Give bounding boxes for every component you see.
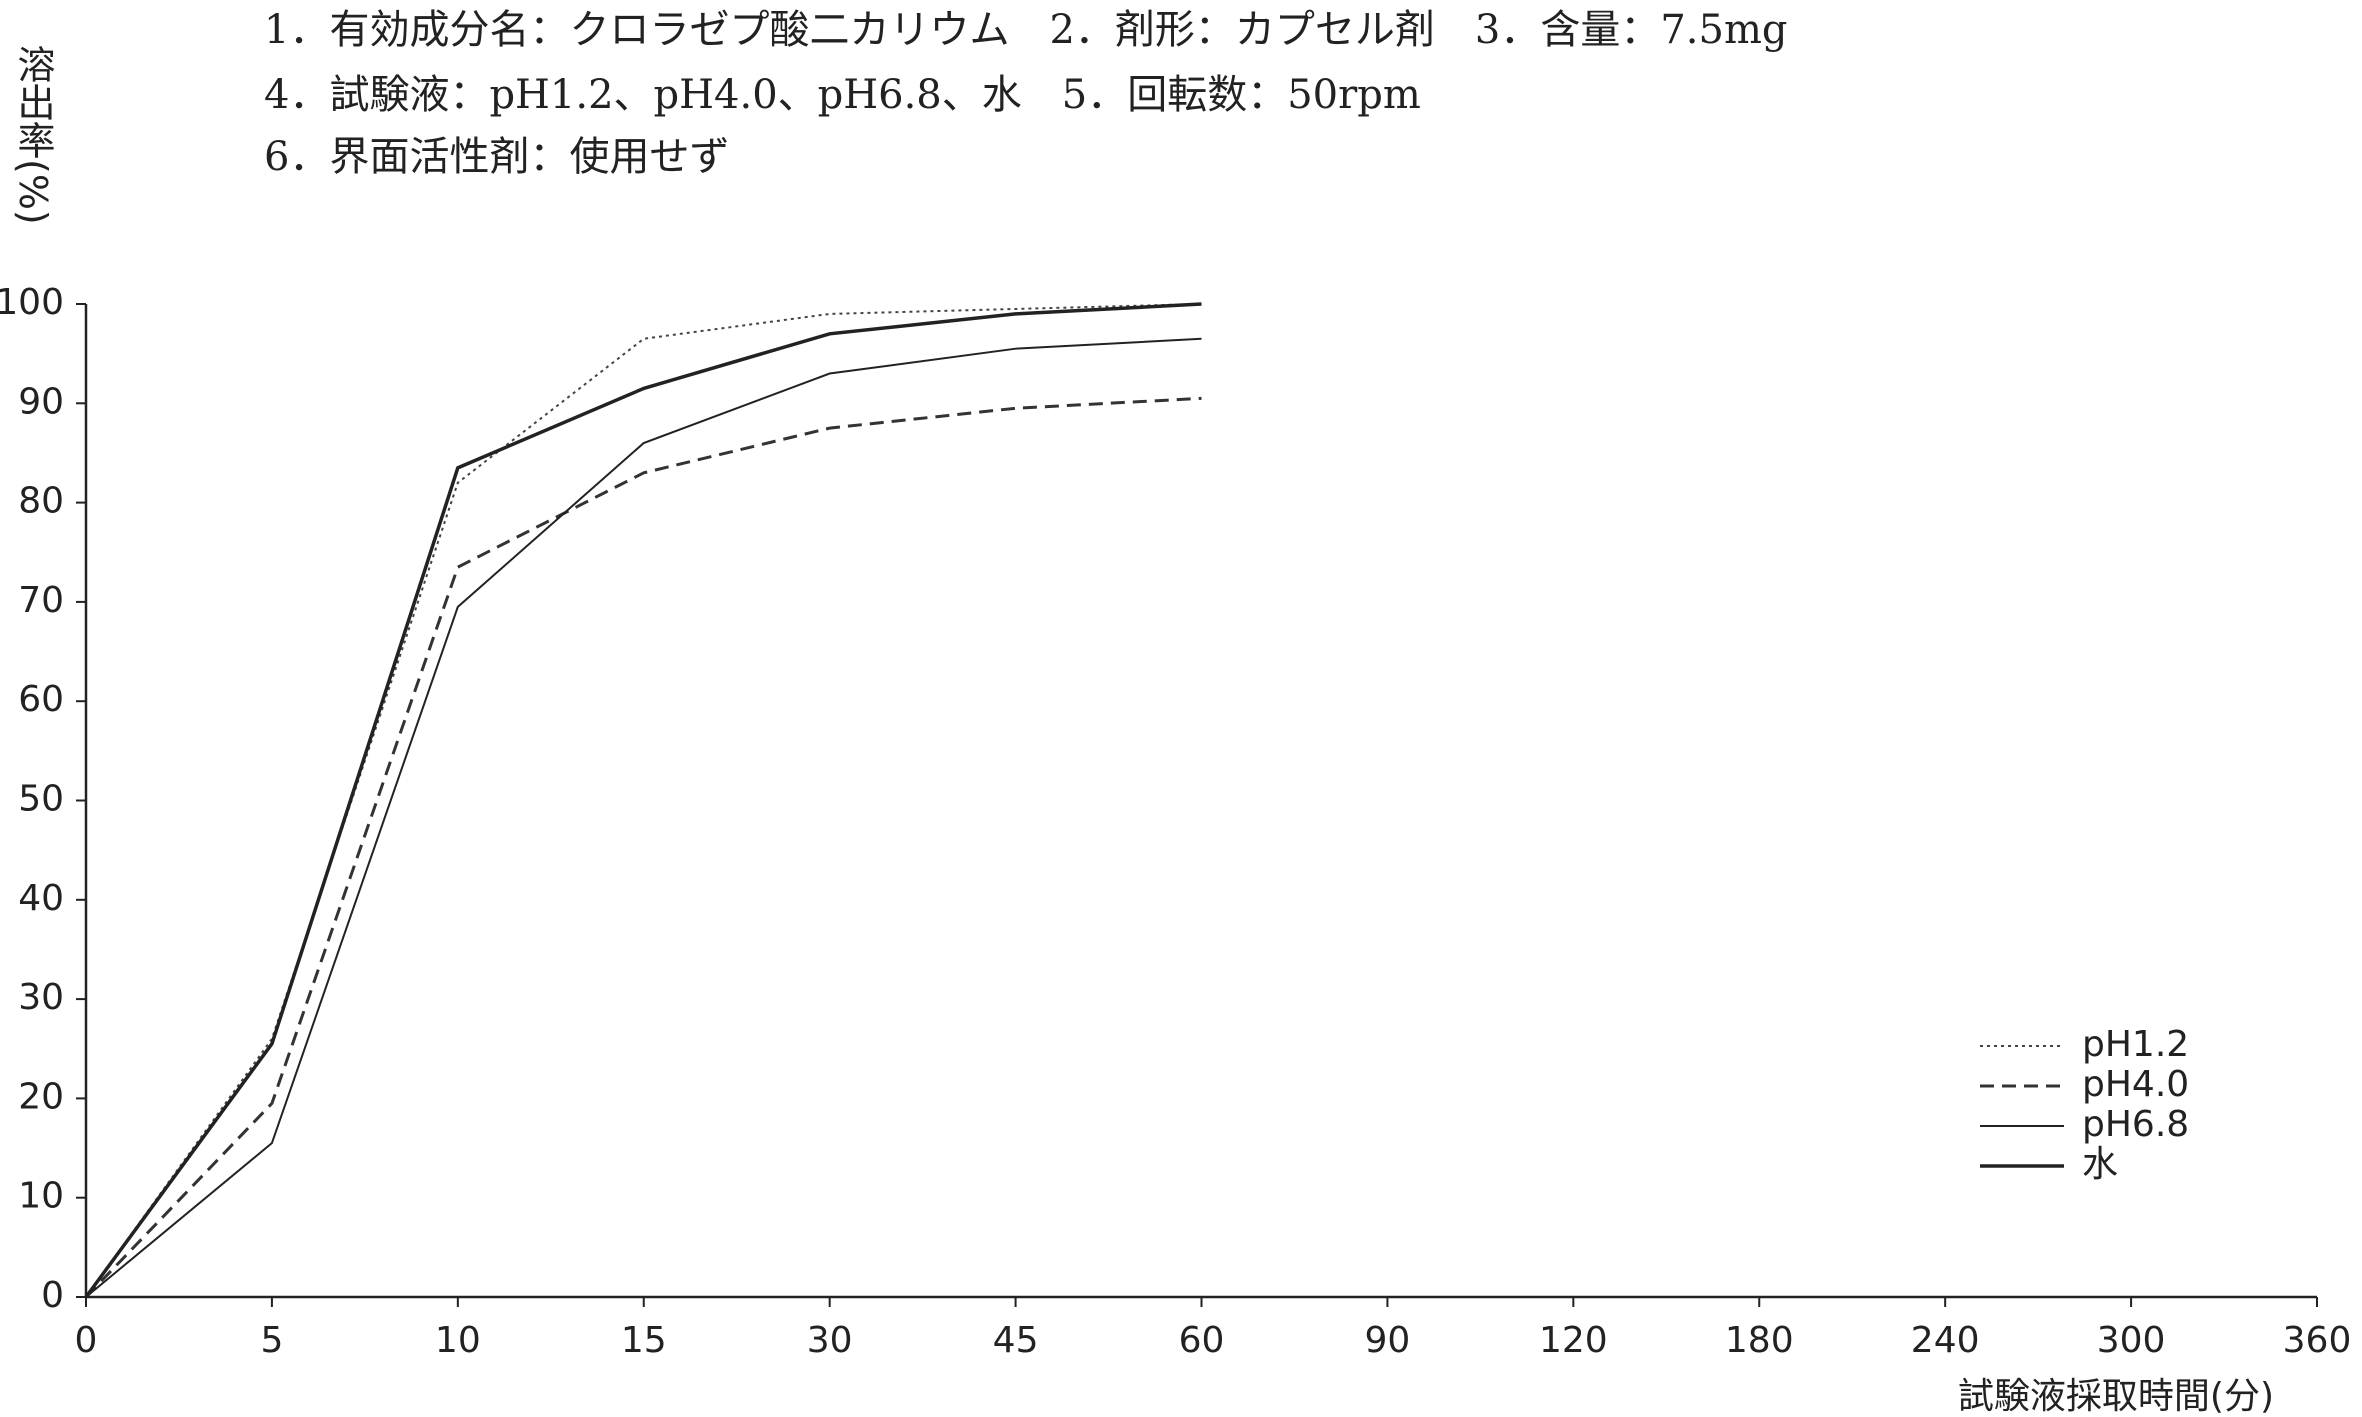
title-line: 6．界面活性剤：使用せず (264, 134, 729, 180)
legend-label: 水 (2082, 1144, 2118, 1185)
y-tick-label: 20 (18, 1076, 64, 1117)
x-tick-label: 45 (993, 1320, 1039, 1361)
x-tick-label: 5 (260, 1320, 283, 1361)
series-line (85, 303, 1202, 1298)
legend-label: pH1.2 (2082, 1024, 2189, 1065)
y-tick-label: 30 (18, 977, 64, 1018)
title-line: 4．試験液：pH1.2、pH4.0、pH6.8、水 5．回転数：50rpm (264, 72, 1421, 118)
series-line (84, 396, 1202, 1299)
x-tick-label: 240 (1911, 1320, 1980, 1361)
x-tick-label: 10 (435, 1320, 481, 1361)
y-tick-label: 40 (18, 878, 64, 919)
x-tick-label: 15 (621, 1320, 667, 1361)
series-line (85, 337, 1202, 1298)
y-tick-label: 50 (18, 779, 64, 820)
title-line: 1．有効成分名：クロラゼプ酸二カリウム 2．剤形：カプセル剤 3．含量：7.5m… (264, 7, 1788, 53)
y-tick-label: 70 (18, 580, 64, 621)
x-tick-label: 180 (1725, 1320, 1794, 1361)
y-tick-label: 10 (18, 1176, 64, 1217)
y-tick-label: 90 (18, 381, 64, 422)
x-tick-label: 360 (2283, 1320, 2352, 1361)
x-axis-label: 試験液採取時間(分) (1958, 1376, 2274, 1417)
y-tick-label: 0 (41, 1275, 64, 1316)
series-line (84, 302, 1202, 1299)
x-tick-label: 120 (1539, 1320, 1608, 1361)
x-tick-label: 300 (2097, 1320, 2166, 1361)
x-tick-label: 90 (1365, 1320, 1411, 1361)
x-tick-label: 0 (75, 1320, 98, 1361)
x-tick-label: 30 (807, 1320, 853, 1361)
x-tick-label: 60 (1179, 1320, 1225, 1361)
y-tick-label: 80 (18, 481, 64, 522)
legend-label: pH4.0 (2082, 1064, 2189, 1105)
y-tick-label: 100 (0, 282, 64, 323)
legend-label: pH6.8 (2082, 1104, 2189, 1145)
y-axis-label: 溶出率(%) (11, 45, 55, 225)
y-tick-label: 60 (18, 679, 64, 720)
